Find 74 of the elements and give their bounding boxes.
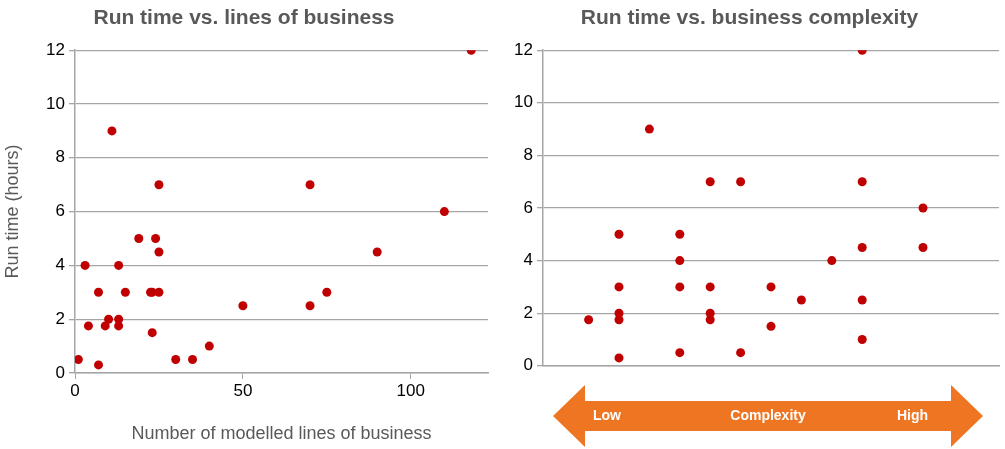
- text: High: [896, 407, 928, 423]
- y-tick-label: 2: [55, 308, 65, 328]
- point: [305, 180, 315, 190]
- point: [238, 301, 248, 311]
- chart-title: Run time vs. business complexity: [580, 5, 919, 29]
- x-tick-label: 0: [70, 380, 80, 400]
- point: [614, 353, 624, 363]
- point: [675, 229, 685, 239]
- x-tick-label: 50: [233, 380, 253, 400]
- point: [154, 180, 164, 190]
- point: [766, 321, 776, 331]
- point: [305, 301, 315, 311]
- y-tick-label: 6: [523, 197, 533, 217]
- chart-title: Run time vs. lines of business: [93, 5, 395, 29]
- y-tick-label: 10: [46, 93, 65, 113]
- point: [147, 328, 157, 338]
- point: [857, 242, 867, 252]
- point: [614, 229, 624, 239]
- y-tick-label: 10: [514, 92, 533, 112]
- point: [439, 207, 449, 217]
- point: [204, 341, 214, 351]
- point: [154, 247, 164, 257]
- point: [796, 295, 806, 305]
- point: [584, 315, 594, 325]
- point: [151, 234, 161, 243]
- y-tick-label: 12: [514, 39, 533, 59]
- point: [918, 242, 928, 252]
- point: [80, 260, 90, 270]
- point: [134, 234, 144, 243]
- point: [675, 348, 685, 358]
- y-tick-label: 0: [523, 355, 533, 375]
- point: [104, 314, 114, 324]
- point: [705, 308, 715, 318]
- point: [614, 308, 624, 318]
- point: [154, 287, 164, 297]
- point: [94, 287, 103, 297]
- point: [766, 282, 776, 292]
- y-tick-label: 4: [55, 255, 65, 275]
- point: [171, 355, 181, 365]
- y-tick-label: 8: [523, 145, 533, 165]
- point: [114, 260, 124, 270]
- point: [83, 321, 93, 331]
- point: [94, 360, 103, 370]
- text: Low: [593, 407, 621, 423]
- point: [114, 321, 124, 331]
- point: [188, 355, 198, 365]
- y-tick-label: 4: [523, 250, 533, 270]
- point: [736, 177, 746, 187]
- point: [736, 348, 746, 358]
- point: [675, 282, 685, 292]
- point: [614, 282, 624, 292]
- y-tick-label: 12: [46, 39, 65, 59]
- point: [827, 256, 837, 266]
- point: [322, 287, 332, 297]
- x-tick-label: 100: [396, 380, 425, 400]
- point: [857, 177, 867, 187]
- x-axis-title: Number of modelled lines of business: [131, 423, 432, 444]
- x-axis-title: Complexity: [730, 407, 806, 423]
- point: [857, 295, 867, 305]
- point: [675, 256, 685, 266]
- point: [705, 282, 715, 292]
- point: [705, 177, 715, 187]
- point: [75, 355, 83, 365]
- point: [918, 203, 928, 213]
- y-axis-title: Run time (hours): [1, 144, 22, 279]
- point: [107, 126, 117, 136]
- point: [644, 124, 654, 134]
- point: [372, 247, 382, 257]
- point: [857, 335, 867, 344]
- y-tick-label: 8: [55, 147, 65, 167]
- point: [120, 287, 130, 297]
- y-tick-label: 2: [523, 302, 533, 322]
- y-tick-label: 6: [55, 201, 65, 221]
- y-tick-label: 0: [55, 362, 65, 382]
